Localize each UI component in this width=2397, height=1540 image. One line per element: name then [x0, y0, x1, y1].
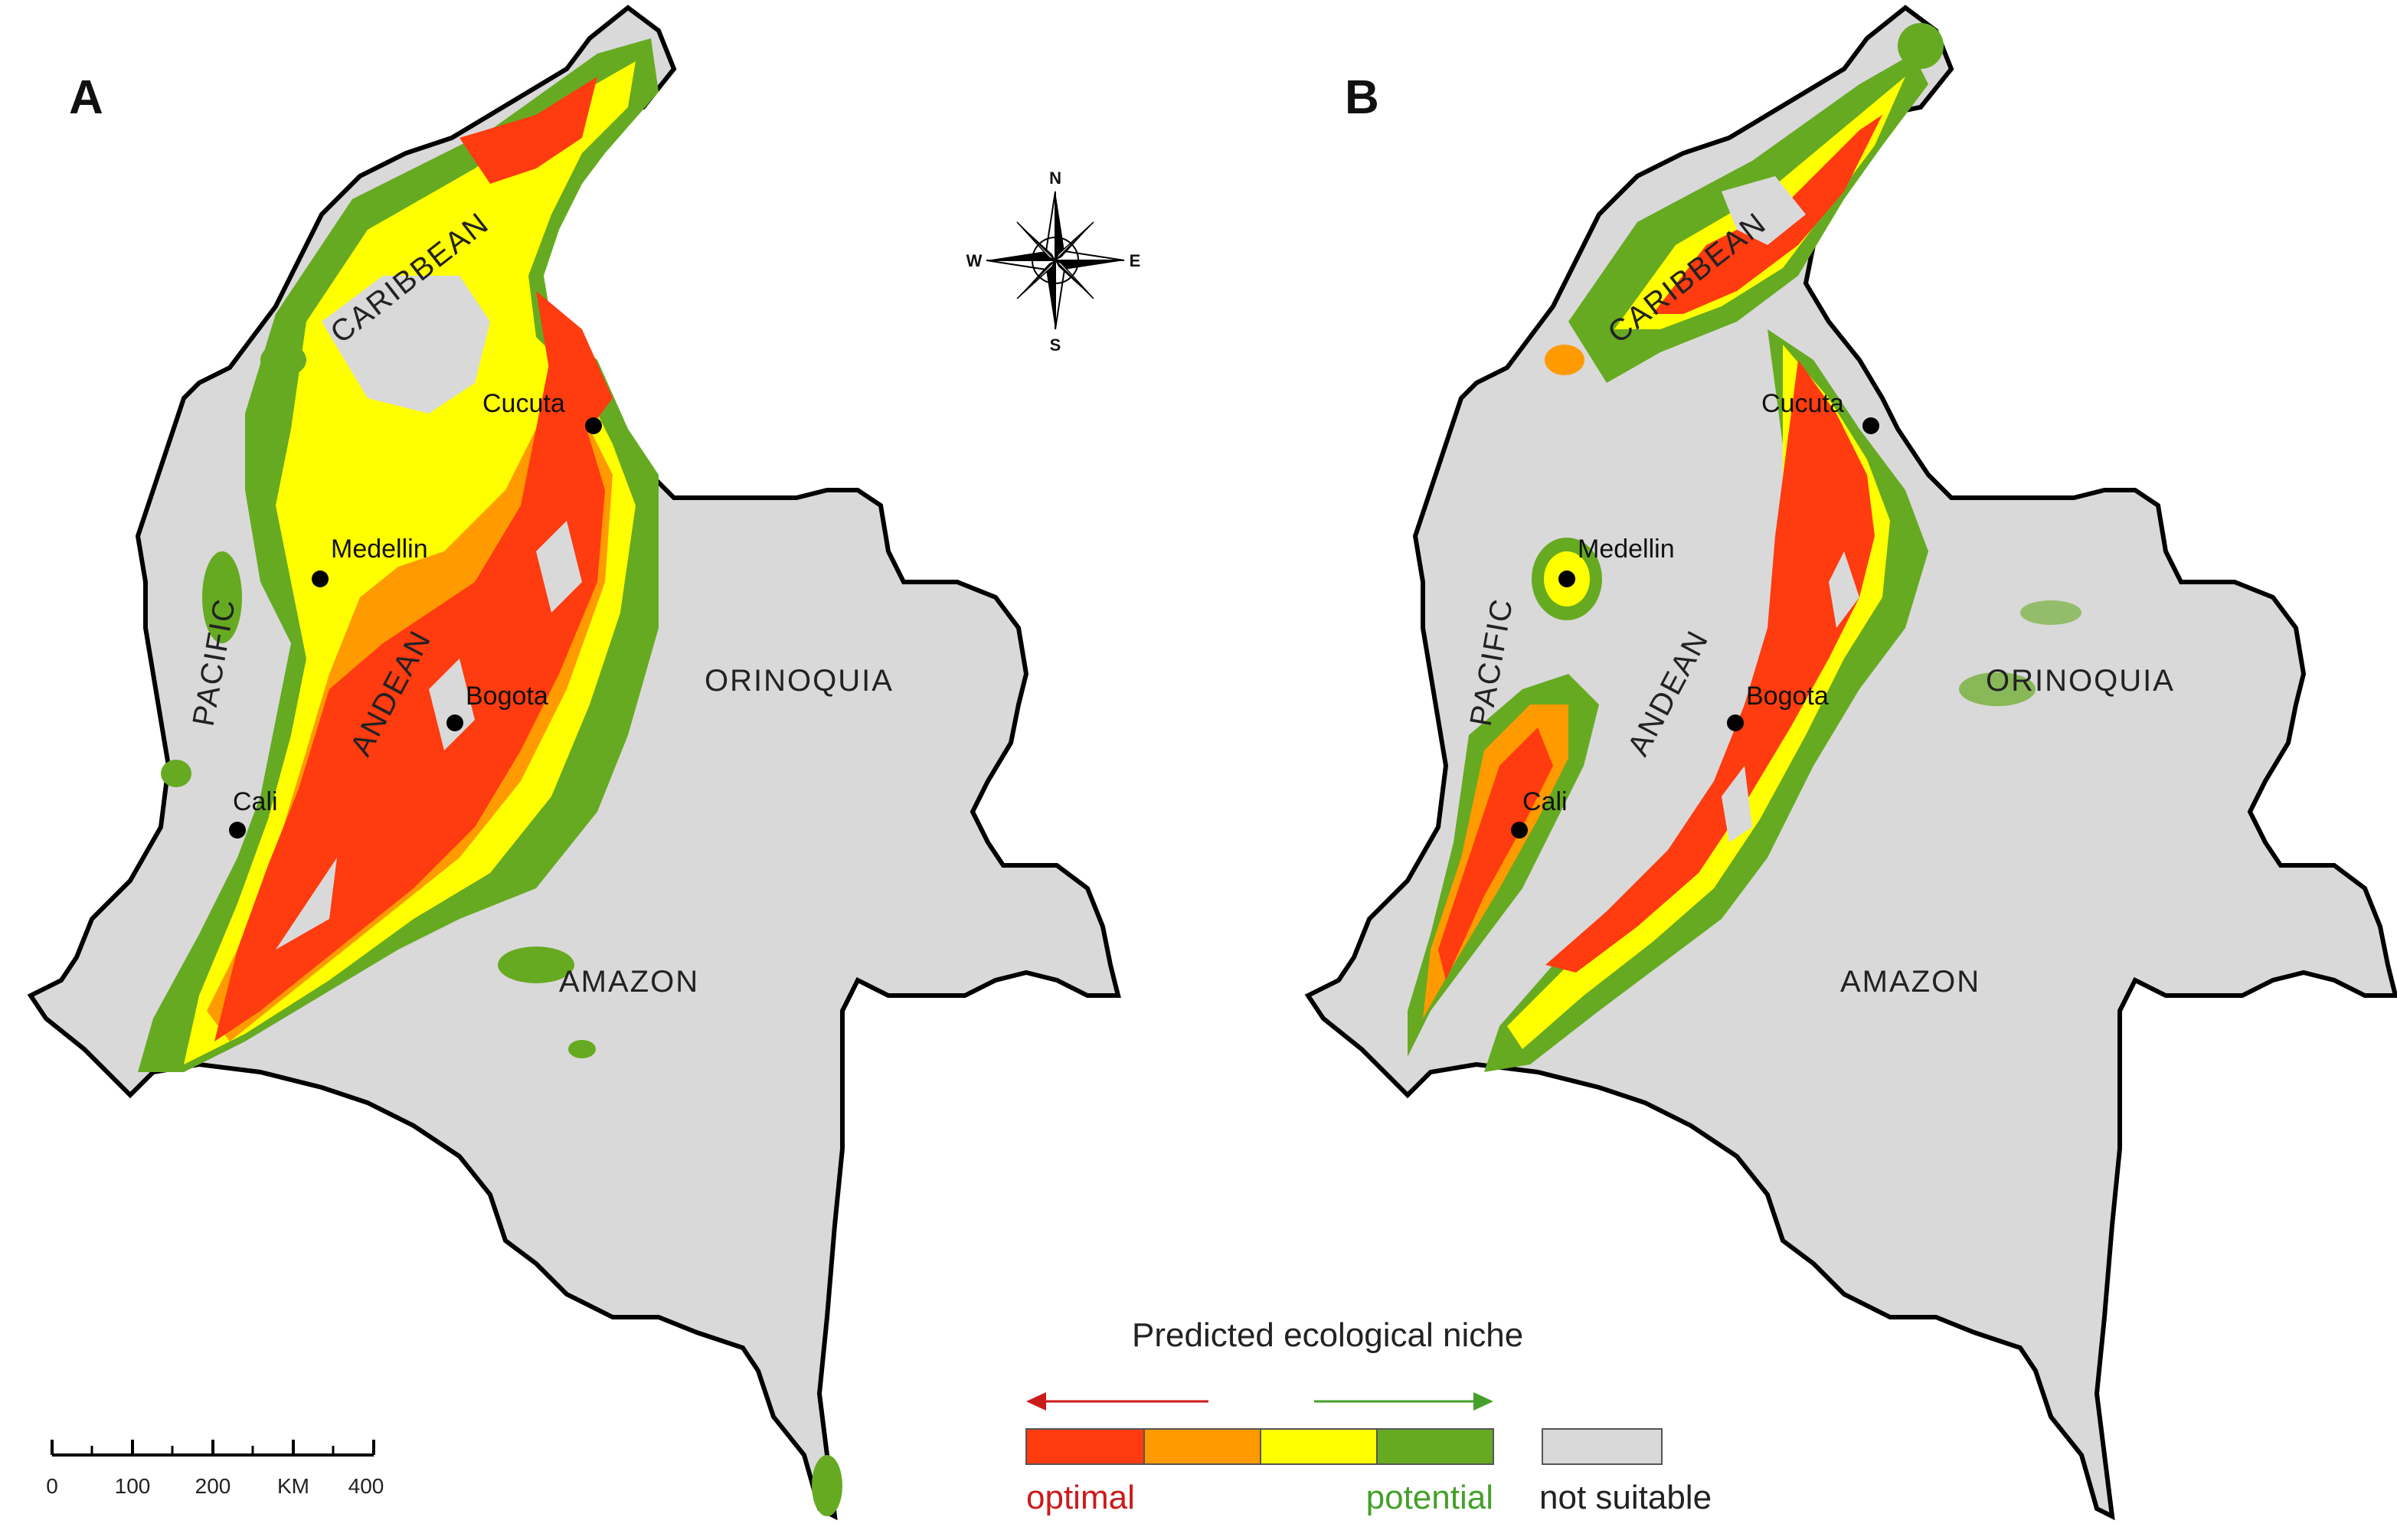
scale-tick-400: 400	[348, 1474, 384, 1498]
map-panel-a: A CARIBBEAN	[31, 8, 1118, 1516]
legend-arrow-optimal	[1026, 1392, 1208, 1411]
panel-b-city-marker-cucuta	[1862, 417, 1879, 434]
legend-label-potential: potential	[1366, 1479, 1493, 1516]
map-panel-b: B	[1308, 8, 2395, 1516]
panel-a-city-medellin: Medellin	[331, 535, 428, 564]
panel-a-cities: Cucuta Medellin Bogota Cali	[229, 389, 602, 839]
panel-a-label-orinoquia: ORINOQUIA	[705, 664, 894, 698]
panel-a-city-cucuta: Cucuta	[482, 389, 565, 418]
legend-swatch-potential	[1376, 1428, 1494, 1465]
scale-tick-100: 100	[115, 1474, 151, 1498]
panel-b-city-marker-medellin	[1558, 571, 1575, 587]
compass-e: E	[1130, 251, 1141, 270]
scale-tick-200: 200	[195, 1474, 231, 1498]
legend-color-ramp	[1025, 1428, 1663, 1465]
panel-b-city-medellin: Medellin	[1578, 535, 1675, 564]
compass-rose-icon	[986, 191, 1125, 330]
scale-tick-0: 0	[46, 1474, 58, 1498]
legend-title: Predicted ecological niche	[1132, 1316, 1523, 1354]
legend-arrow-potential	[1314, 1392, 1493, 1411]
compass-w: W	[966, 251, 983, 270]
compass-rose: N S E W	[966, 168, 1141, 355]
scale-bar: 0 100 200 KM 400	[46, 1440, 384, 1498]
panel-a-city-marker-bogota	[446, 714, 463, 731]
panel-b-label-amazon: AMAZON	[1840, 965, 1980, 999]
panel-a-label-amazon: AMAZON	[559, 965, 699, 999]
legend-swatch-medium	[1260, 1428, 1378, 1465]
panel-a-suitability-areas	[138, 38, 842, 1516]
legend: Predicted ecological niche optimal poten…	[1025, 1316, 1712, 1516]
panel-b-suitability-areas	[1408, 23, 2081, 1072]
panel-b-letter: B	[1345, 71, 1379, 124]
panel-b-cities: Cucuta Medellin Bogota Cali	[1511, 389, 1879, 839]
panel-a-city-marker-cali	[229, 822, 246, 839]
panel-b-city-bogota: Bogota	[1746, 682, 1829, 711]
compass-s: S	[1050, 335, 1061, 355]
panel-b-city-marker-cali	[1511, 822, 1528, 839]
legend-swatch-optimal	[1025, 1428, 1145, 1465]
panel-a-letter: A	[69, 71, 103, 124]
legend-label-not-suitable: not suitable	[1539, 1479, 1712, 1516]
panel-a-city-cali: Cali	[233, 787, 278, 816]
legend-swatch-not-suitable	[1542, 1428, 1663, 1465]
panel-b-city-cali: Cali	[1522, 787, 1568, 816]
scale-unit: KM	[277, 1474, 309, 1498]
panel-b-label-orinoquia: ORINOQUIA	[1986, 664, 2175, 698]
compass-n: N	[1049, 168, 1061, 188]
panel-a-city-bogota: Bogota	[466, 682, 548, 711]
legend-swatch-high	[1143, 1428, 1261, 1465]
panel-b-city-cucuta: Cucuta	[1761, 389, 1844, 418]
panel-a-city-marker-medellin	[312, 571, 329, 587]
legend-label-optimal: optimal	[1026, 1479, 1135, 1516]
panel-a-city-marker-cucuta	[585, 417, 602, 434]
panel-b-city-marker-bogota	[1727, 714, 1744, 731]
